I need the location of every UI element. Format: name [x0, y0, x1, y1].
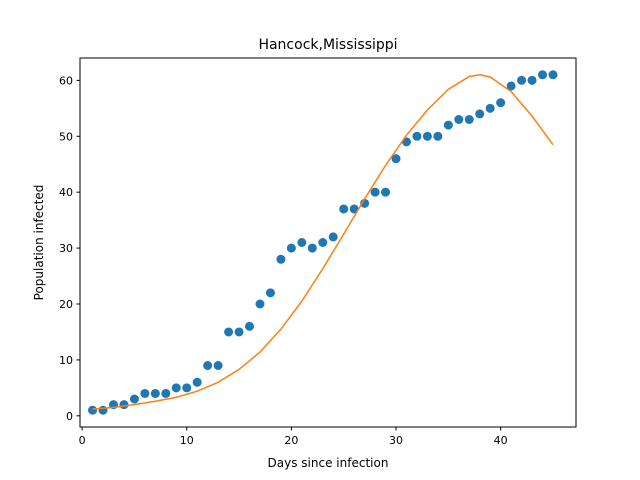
- data-point: [391, 154, 401, 164]
- data-point: [307, 243, 317, 253]
- data-point: [370, 187, 380, 197]
- y-tick-label: 20: [59, 298, 73, 311]
- data-point: [286, 243, 296, 253]
- data-point: [297, 238, 307, 247]
- fit-curve-line: [92, 74, 554, 410]
- data-point: [255, 299, 265, 309]
- x-tick-label: 30: [389, 434, 403, 447]
- data-point: [265, 288, 275, 298]
- data-point: [318, 238, 328, 247]
- data-point: [161, 388, 171, 398]
- plot-frame: [79, 57, 577, 428]
- y-tick-label: 60: [59, 74, 73, 87]
- data-point: [485, 103, 495, 113]
- y-axis-ticks: 0 10 20 30 40 50 60: [59, 74, 80, 423]
- data-point: [381, 187, 391, 197]
- data-point: [88, 405, 98, 415]
- data-point: [433, 131, 443, 141]
- x-tick-label: 20: [284, 434, 298, 447]
- y-axis-label: Population infected: [32, 185, 46, 301]
- data-point: [328, 232, 338, 242]
- plot-marks: [88, 70, 558, 415]
- y-tick-label: 10: [59, 354, 73, 367]
- data-point: [140, 388, 150, 398]
- data-point: [150, 388, 160, 398]
- data-point: [349, 204, 359, 214]
- data-point: [496, 98, 506, 108]
- data-point: [517, 75, 527, 85]
- x-tick-label: 0: [79, 434, 86, 447]
- data-point: [464, 115, 474, 124]
- data-point: [412, 131, 422, 141]
- data-point: [129, 394, 139, 404]
- y-tick-label: 40: [59, 186, 73, 199]
- data-point: [527, 75, 537, 85]
- data-point: [98, 405, 108, 415]
- data-point: [276, 254, 286, 264]
- data-point: [538, 70, 548, 80]
- y-tick-label: 0: [66, 410, 73, 423]
- data-point: [506, 81, 516, 91]
- data-point: [213, 361, 223, 370]
- data-point: [234, 327, 244, 337]
- x-axis-ticks: 0 10 20 30 40: [79, 427, 508, 447]
- x-axis-label: Days since infection: [268, 456, 389, 470]
- data-point: [182, 383, 192, 393]
- data-point: [339, 204, 349, 214]
- y-tick-label: 30: [59, 242, 73, 255]
- y-tick-label: 50: [59, 130, 73, 143]
- data-point: [192, 377, 202, 387]
- data-point: [119, 400, 129, 410]
- chart-title: Hancock,Mississippi: [258, 37, 397, 53]
- data-point: [171, 383, 181, 393]
- data-point: [548, 70, 558, 80]
- data-point: [454, 115, 464, 124]
- data-point: [422, 131, 432, 141]
- data-point: [475, 109, 485, 119]
- data-point: [245, 321, 255, 331]
- data-point: [360, 198, 370, 208]
- data-point: [224, 327, 234, 337]
- x-tick-label: 40: [494, 434, 508, 447]
- data-point: [203, 361, 213, 370]
- data-point: [443, 120, 453, 130]
- x-tick-label: 10: [180, 434, 194, 447]
